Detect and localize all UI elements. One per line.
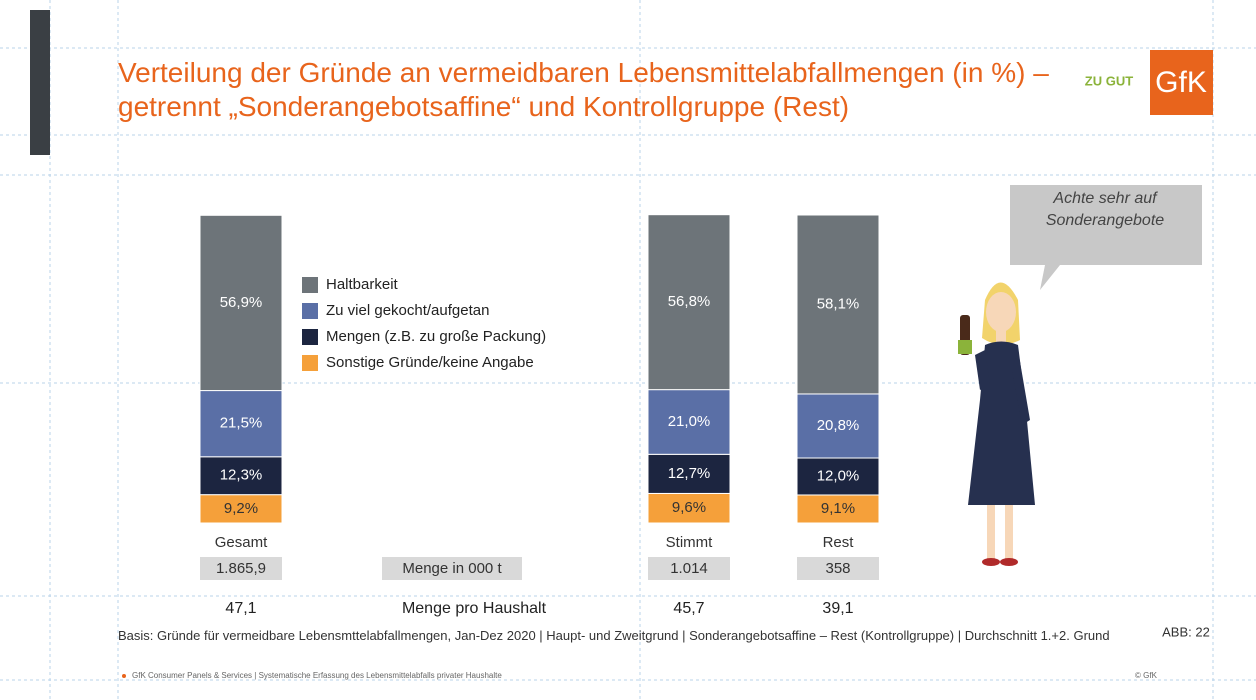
value-label: 58,1% xyxy=(817,295,860,312)
value-label: 12,7% xyxy=(668,465,711,482)
amount-value: 1.014 xyxy=(670,560,708,577)
value-label: 56,9% xyxy=(220,294,263,311)
amount-value: 1.865,9 xyxy=(216,560,266,577)
category-label: Gesamt xyxy=(215,534,268,551)
legend-swatch xyxy=(302,277,318,293)
chart-title: Verteilung der Gründe an vermeidbaren Le… xyxy=(118,56,1058,124)
footer: GfK Consumer Panels & Services | Systema… xyxy=(132,671,502,680)
side-bar xyxy=(30,10,50,155)
slide-number: ABB: 22 xyxy=(1162,624,1210,639)
category-label: Stimmt xyxy=(666,534,713,551)
legend-label: Haltbarkeit xyxy=(326,276,399,293)
value-label: 21,5% xyxy=(220,415,263,432)
per-household-value: 39,1 xyxy=(822,600,853,617)
callout: Achte sehr auf Sonderangebote xyxy=(1010,188,1200,232)
value-label: 9,1% xyxy=(821,500,855,517)
amount-value: 358 xyxy=(825,560,850,577)
legend-label: Mengen (z.B. zu große Packung) xyxy=(326,328,546,345)
value-label: 9,2% xyxy=(224,500,258,517)
amount-label: Menge in 000 t xyxy=(402,560,502,577)
legend-swatch xyxy=(302,329,318,345)
value-label: 20,8% xyxy=(817,417,860,434)
per-household-value: 45,7 xyxy=(673,600,704,617)
value-label: 21,0% xyxy=(668,413,711,430)
legend-label: Sonstige Gründe/keine Angabe xyxy=(326,354,534,371)
copyright: © GfK xyxy=(1135,671,1158,680)
footer-bullet xyxy=(122,674,126,678)
value-label: 12,0% xyxy=(817,467,860,484)
value-label: 12,3% xyxy=(220,467,263,484)
zugut-logo: ZU GUT xyxy=(1085,73,1133,88)
category-label: Rest xyxy=(823,534,855,551)
per-household-value: 47,1 xyxy=(225,600,256,617)
legend-swatch xyxy=(302,355,318,371)
legend-swatch xyxy=(302,303,318,319)
slide: GfK ZU GUT GfK Consumer Panels & Service… xyxy=(0,0,1256,700)
gfk-logo-text: GfK xyxy=(1155,66,1207,99)
woman-illustration xyxy=(958,283,1035,567)
legend-label: Zu viel gekocht/aufgetan xyxy=(326,302,489,319)
value-label: 56,8% xyxy=(668,293,711,310)
footnote: Basis: Gründe für vermeidbare Lebensmtte… xyxy=(118,628,1138,644)
per-household-label: Menge pro Haushalt xyxy=(402,600,547,617)
value-label: 9,6% xyxy=(672,499,706,516)
